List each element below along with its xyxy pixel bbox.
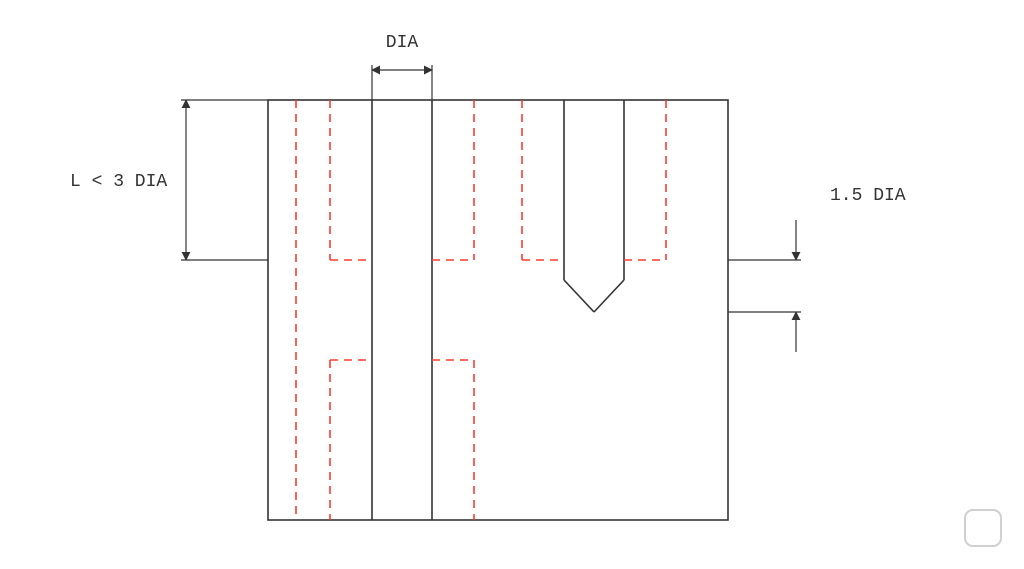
label-dia: DIA <box>386 33 419 53</box>
label-1-5-dia: 1.5 DIA <box>830 186 906 206</box>
solid-line <box>564 280 594 312</box>
part-outline <box>268 100 728 520</box>
corner-mark <box>965 510 1001 546</box>
label-l-lt-3dia: L < 3 DIA <box>70 172 167 192</box>
solid-line <box>594 280 624 312</box>
